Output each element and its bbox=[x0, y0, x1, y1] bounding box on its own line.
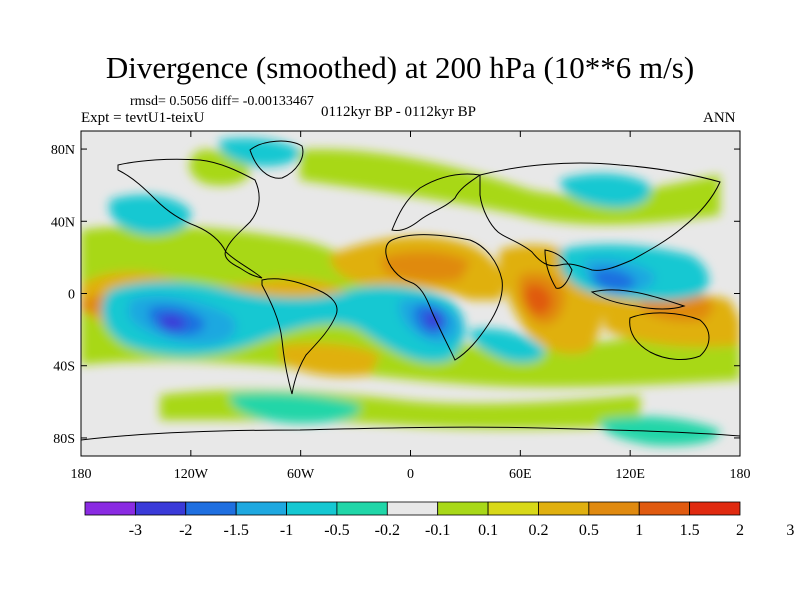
colorbar-swatch bbox=[336, 501, 388, 516]
y-tick-label: 40N bbox=[51, 215, 75, 230]
field-patch bbox=[229, 393, 361, 424]
colorbar-label: 3 bbox=[786, 522, 794, 539]
colorbar: -3 -2 -1.5 -1 -0.5 -0.2 -0.1 0.1 0.2 0.5 1 1.5 2 3 bbox=[84, 501, 794, 539]
x-tick-label: 120E bbox=[615, 467, 645, 482]
colorbar-label: 1.5 bbox=[680, 522, 700, 539]
colorbar-swatch bbox=[386, 501, 439, 516]
colorbar-swatch bbox=[487, 501, 539, 516]
coastline-north-america bbox=[117, 158, 263, 279]
coastline-asia bbox=[479, 162, 721, 271]
colorbar-swatch bbox=[84, 501, 136, 516]
x-tick-label: 60E bbox=[509, 467, 532, 482]
axes: 180 120W 60W 0 60E 120E 180 80N 40N 0 40S 80S bbox=[51, 131, 751, 482]
coastline-greenland bbox=[249, 140, 304, 179]
colorbar-swatch bbox=[286, 501, 338, 516]
coastlines bbox=[81, 140, 740, 441]
colorbar-swatch bbox=[134, 501, 187, 516]
x-tick-label: 0 bbox=[407, 467, 414, 482]
y-tick-label: 40S bbox=[53, 360, 75, 375]
colorbar-label: -3 bbox=[129, 522, 142, 539]
colorbar-label: 0.1 bbox=[478, 522, 498, 539]
coastline-maritime-continent bbox=[590, 289, 686, 310]
colorbar-label: 2 bbox=[736, 522, 744, 539]
period-label: 0112kyr BP - 0112kyr BP bbox=[321, 104, 477, 120]
coastline-antarctica bbox=[81, 426, 740, 441]
field-patch bbox=[560, 173, 651, 208]
field-layer bbox=[81, 138, 740, 446]
colorbar-label: -0.5 bbox=[324, 522, 349, 539]
coastline-europe bbox=[391, 173, 482, 231]
coastline-africa bbox=[385, 234, 503, 361]
colorbar-label: 0.2 bbox=[528, 522, 548, 539]
colorbar-label: -1.5 bbox=[223, 522, 248, 539]
stats-text: rmsd= 0.5056 diff= -0.00133467 bbox=[130, 94, 314, 109]
colorbar-swatch bbox=[638, 501, 691, 516]
field-patch bbox=[469, 328, 545, 363]
field-patch bbox=[109, 194, 191, 235]
y-tick-label: 0 bbox=[68, 288, 75, 303]
x-tick-label: 180 bbox=[730, 467, 751, 482]
x-tick-label: 120W bbox=[174, 467, 209, 482]
coastline-india bbox=[544, 249, 573, 289]
colorbar-swatch bbox=[235, 501, 287, 516]
colorbar-swatch bbox=[185, 501, 237, 516]
coastline-australia bbox=[629, 312, 710, 360]
y-tick-label: 80N bbox=[51, 143, 75, 158]
colorbar-label: -2 bbox=[179, 522, 192, 539]
field-patches bbox=[81, 138, 740, 446]
colorbar-label: 1 bbox=[635, 522, 643, 539]
field-patch bbox=[599, 416, 721, 446]
field-patch bbox=[524, 284, 552, 315]
field-patch bbox=[280, 343, 380, 377]
colorbar-label: -1 bbox=[280, 522, 293, 539]
colorbar-label: -0.2 bbox=[375, 522, 400, 539]
colorbar-label: -0.1 bbox=[425, 522, 450, 539]
field-patch bbox=[592, 268, 636, 292]
chart-title: Divergence (smoothed) at 200 hPa (10**6 … bbox=[105, 50, 695, 85]
field-patch bbox=[159, 314, 186, 331]
y-tick-label: 80S bbox=[53, 432, 75, 447]
colorbar-swatch bbox=[689, 501, 741, 516]
colorbar-swatch bbox=[437, 501, 489, 516]
colorbar-swatch bbox=[538, 501, 590, 516]
experiment-label: Expt = tevtU1-teixU bbox=[81, 110, 205, 126]
x-tick-label: 60W bbox=[287, 467, 315, 482]
season-label: ANN bbox=[703, 110, 736, 126]
field-patch bbox=[380, 251, 470, 283]
field-patch bbox=[219, 138, 301, 167]
coastline-south-america bbox=[261, 278, 338, 395]
x-tick-label: 180 bbox=[71, 467, 92, 482]
colorbar-label: 0.5 bbox=[579, 522, 599, 539]
colorbar-swatch bbox=[588, 501, 640, 516]
